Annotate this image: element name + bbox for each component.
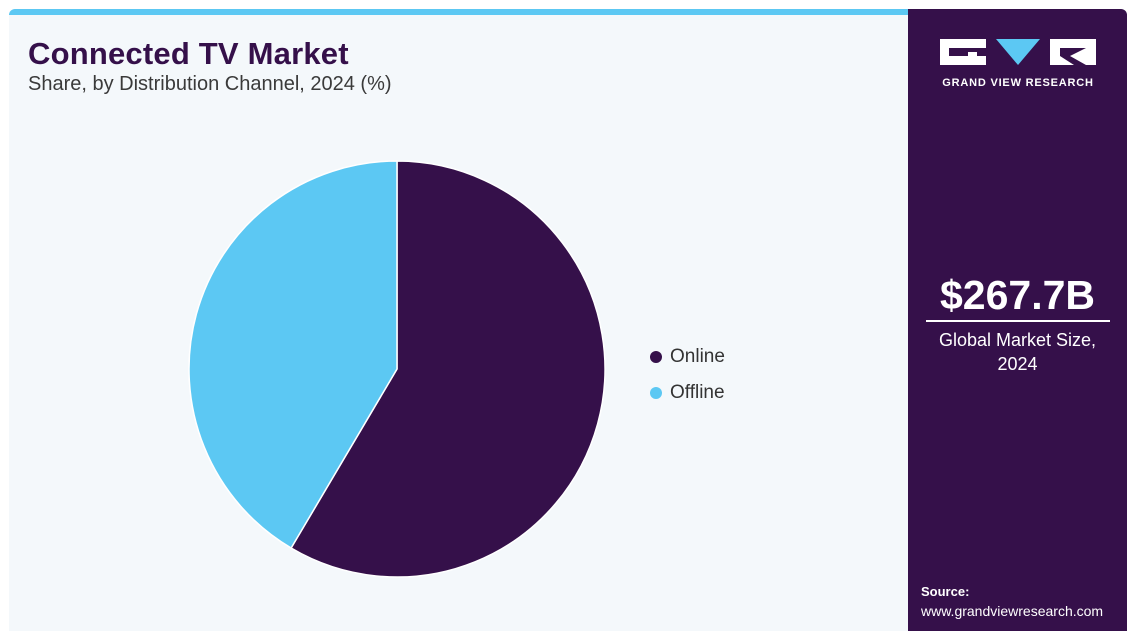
source-url: www.grandviewresearch.com: [921, 603, 1104, 619]
chart-title: Connected TV Market: [28, 36, 349, 71]
legend-label-online: Online: [670, 346, 725, 367]
market-size-label: Global Market Size, 2024: [938, 330, 1097, 374]
legend-item-offline: Offline: [650, 375, 725, 411]
top-accent-bar: [9, 9, 908, 15]
source-label: Source:: [921, 584, 970, 599]
legend-dot-offline: [650, 387, 662, 399]
market-size-divider: [926, 320, 1110, 322]
brand-name: GRAND VIEW RESEARCH: [942, 77, 1094, 89]
gvr-logo-icon: [940, 39, 1096, 65]
chart-subtitle: Share, by Distribution Channel, 2024 (%): [28, 73, 392, 95]
chart-card: Connected TV Market Share, by Distributi…: [9, 9, 1127, 631]
legend-item-online: Online: [650, 339, 725, 375]
side-panel: GRAND VIEW RESEARCH $267.7B Global Marke…: [908, 9, 1127, 631]
legend-label-offline: Offline: [670, 382, 725, 403]
chart-legend: Online Offline: [650, 339, 725, 411]
grand-view-research-logo: GRAND VIEW RESEARCH: [940, 39, 1096, 89]
pie-chart: [188, 160, 606, 578]
pie-slice-online: [290, 160, 606, 578]
pie-slice-offline: [188, 160, 398, 550]
market-size-value: $267.7B: [939, 272, 1095, 318]
legend-dot-online: [650, 351, 662, 363]
